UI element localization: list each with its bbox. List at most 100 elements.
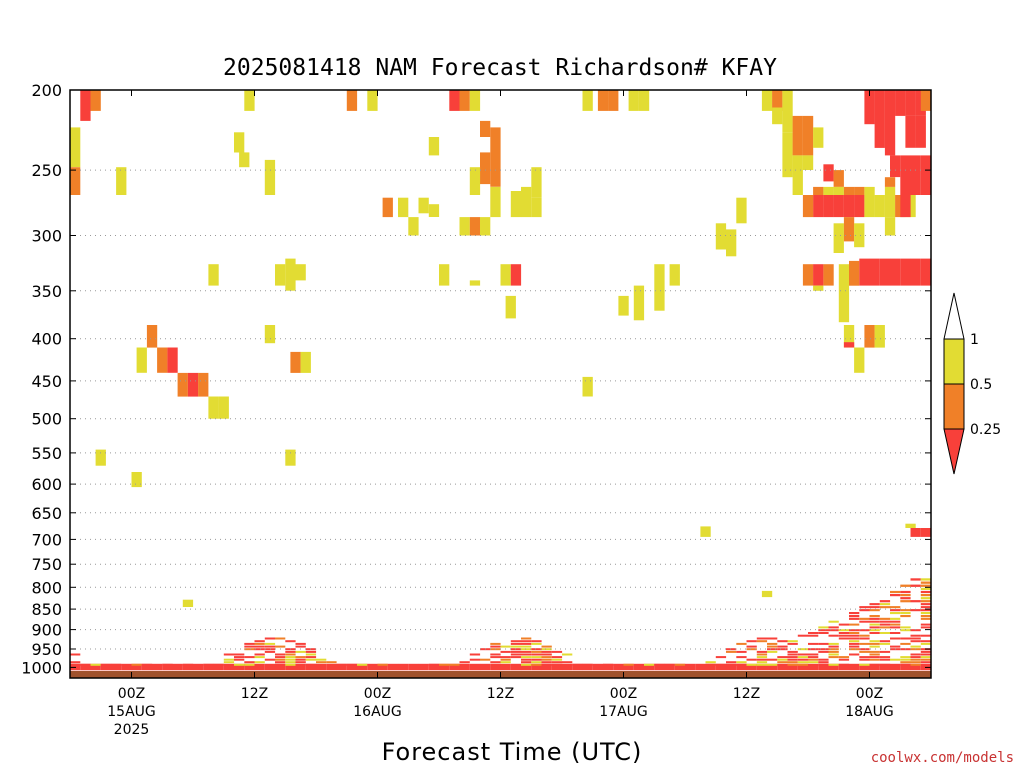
- boundary-cell: [879, 663, 891, 671]
- data-cell: [920, 258, 932, 286]
- boundary-cell: [254, 663, 265, 671]
- boundary-cell: [172, 663, 183, 671]
- data-cell: [854, 186, 865, 195]
- boundary-cell: [920, 623, 932, 626]
- boundary-cell: [295, 661, 306, 664]
- boundary-cell: [521, 645, 532, 648]
- boundary-cell: [746, 645, 757, 648]
- boundary-cell: [879, 603, 891, 606]
- boundary-cell: [828, 656, 839, 659]
- boundary-cell: [726, 648, 737, 651]
- boundary-cell: [859, 620, 870, 623]
- boundary-cell: [777, 658, 788, 661]
- boundary-cell: [859, 650, 870, 653]
- boundary-cell: [818, 663, 829, 671]
- boundary-cell: [869, 617, 880, 620]
- boundary-cell: [797, 661, 809, 664]
- boundary-cell: [767, 658, 778, 661]
- boundary-cell: [869, 640, 880, 643]
- boundary-cell: [859, 648, 870, 651]
- boundary-cell: [295, 645, 306, 648]
- data-cell: [761, 590, 773, 598]
- data-cell: [285, 258, 296, 291]
- boundary-cell: [264, 642, 276, 645]
- boundary-cell: [551, 661, 563, 664]
- boundary-cell: [859, 617, 870, 620]
- boundary-cell: [859, 656, 870, 659]
- legend-swatch-0.5-1: [943, 338, 965, 385]
- boundary-cell: [879, 632, 891, 634]
- boundary-cell: [838, 623, 850, 626]
- boundary-cell: [305, 658, 317, 661]
- boundary-cell: [295, 658, 306, 661]
- boundary-cell: [387, 663, 399, 671]
- boundary-cell: [767, 663, 778, 671]
- boundary-cell: [316, 661, 327, 664]
- boundary-cell: [275, 663, 286, 671]
- boundary-cell: [838, 629, 850, 632]
- boundary-cell: [869, 615, 880, 618]
- boundary-cell: [541, 656, 552, 659]
- boundary-cell: [879, 642, 891, 645]
- boundary-cell: [797, 648, 809, 651]
- data-cell: [910, 155, 921, 195]
- boundary-cell: [869, 650, 880, 653]
- boundary-cell: [213, 663, 224, 671]
- boundary-cell: [828, 634, 839, 637]
- boundary-cell: [264, 650, 276, 653]
- data-cell: [715, 223, 727, 250]
- data-cell: [490, 186, 501, 218]
- boundary-cell: [756, 640, 768, 643]
- x-tick-label: 12Z: [487, 686, 514, 702]
- boundary-cell: [305, 656, 317, 659]
- boundary-cell: [459, 663, 470, 671]
- boundary-cell: [264, 637, 276, 640]
- boundary-cell: [767, 648, 778, 651]
- boundary-cell: [480, 663, 491, 671]
- boundary-cell: [777, 648, 788, 651]
- boundary-cell: [521, 650, 532, 653]
- boundary-cell: [295, 642, 306, 645]
- boundary-cell: [787, 642, 798, 645]
- data-cell: [849, 260, 860, 286]
- data-cell: [833, 186, 844, 195]
- boundary-cell: [818, 658, 829, 661]
- boundary-cell: [890, 617, 901, 620]
- data-cell: [884, 217, 896, 236]
- boundary-cell: [726, 663, 737, 666]
- data-cell: [802, 155, 814, 170]
- data-cell: [131, 472, 142, 488]
- boundary-cell: [541, 663, 552, 666]
- data-cell: [418, 197, 429, 214]
- y-tick-label: 350: [31, 282, 62, 301]
- boundary-cell: [654, 663, 665, 666]
- data-cell: [890, 155, 901, 178]
- data-cell: [843, 217, 855, 242]
- boundary-cell: [521, 640, 532, 643]
- boundary-cell: [910, 663, 921, 671]
- boundary-cell: [869, 603, 880, 606]
- boundary-cell: [469, 653, 481, 656]
- boundary-cell: [336, 663, 347, 666]
- data-cell: [208, 396, 219, 419]
- boundary-cell: [705, 663, 716, 666]
- boundary-cell: [141, 663, 153, 671]
- data-cell: [920, 155, 932, 195]
- data-cell: [505, 295, 516, 319]
- boundary-cell: [510, 640, 522, 643]
- data-cell: [823, 164, 834, 182]
- boundary-cell: [377, 663, 388, 671]
- data-cell: [669, 264, 680, 286]
- data-cell: [531, 197, 542, 218]
- boundary-cell: [910, 656, 921, 659]
- boundary-cell: [316, 663, 327, 671]
- boundary-cell: [551, 650, 563, 653]
- boundary-cell: [920, 594, 932, 597]
- boundary-cell: [305, 663, 317, 666]
- boundary-cell: [521, 642, 532, 645]
- boundary-cell: [920, 626, 932, 629]
- boundary-cell: [818, 661, 829, 664]
- boundary-cell: [828, 626, 839, 629]
- y-tick-label: 400: [31, 330, 62, 349]
